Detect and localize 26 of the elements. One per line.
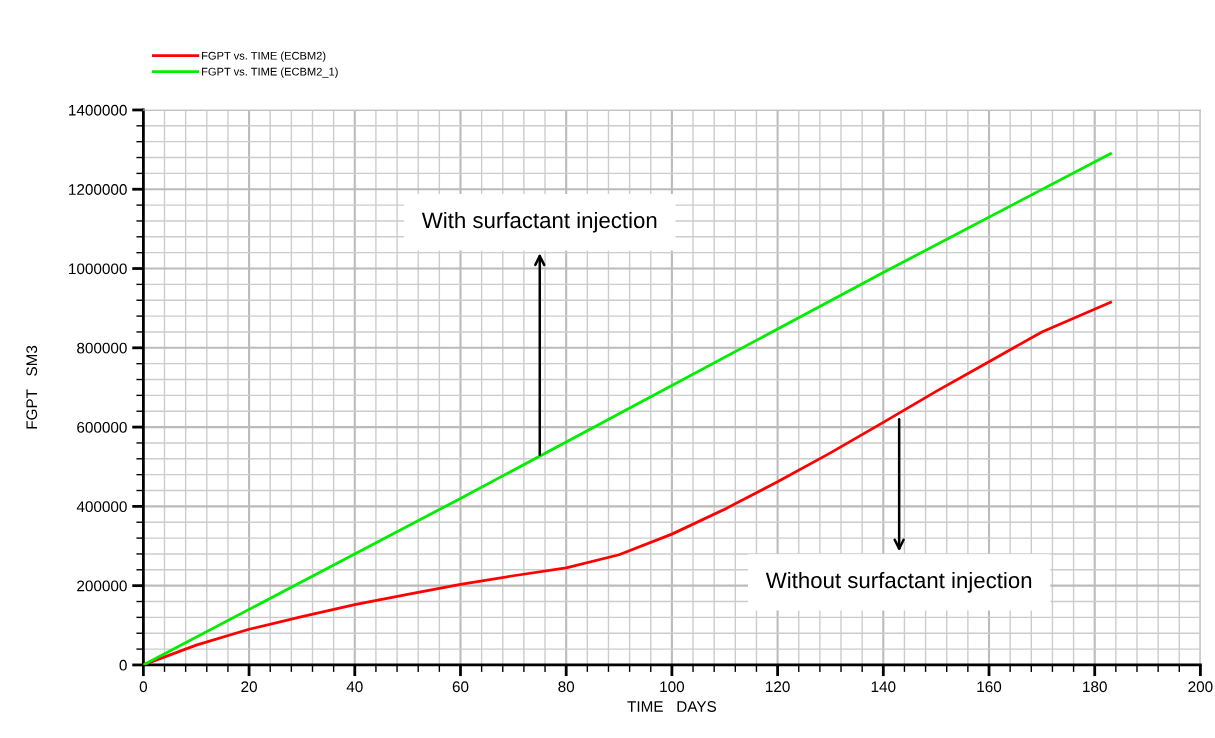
y-tick-label: 800000 [77,342,127,354]
x-axis-title: TIME DAYS [627,701,717,712]
x-tick-label: 100 [660,681,685,693]
x-tick-label: 160 [977,681,1002,693]
y-axis-title: FGPT SM3 [26,345,38,429]
line-series [143,152,1112,665]
x-tick-label: 140 [871,681,896,693]
x-tick-label: 200 [1188,681,1213,693]
x-tick-label: 80 [558,681,575,693]
x-tick-label: 0 [139,681,148,693]
x-tick-label: 20 [241,681,257,693]
y-tick-label: 1000000 [69,263,127,275]
legend-label: FGPT vs. TIME (ECBM2_1) [202,67,338,78]
y-tick-label: 200000 [77,580,127,592]
annotation: Without surfactant injection [765,571,1032,593]
y-tick-label: 600000 [77,421,127,433]
y-tick-label: 1400000 [69,104,127,116]
y-tick-label: 400000 [76,501,127,513]
legend-label: FGPT vs. TIME (ECBM2) [202,51,326,62]
x-tick-label: 60 [452,681,469,693]
x-tick-label: 180 [1083,681,1107,693]
y-tick-label: 0 [119,659,127,671]
x-tick-label: 120 [766,681,790,693]
y-tick-label: 1200000 [69,184,127,195]
annotation: With surfactant injection [421,211,657,233]
x-tick-label: 40 [346,681,363,693]
